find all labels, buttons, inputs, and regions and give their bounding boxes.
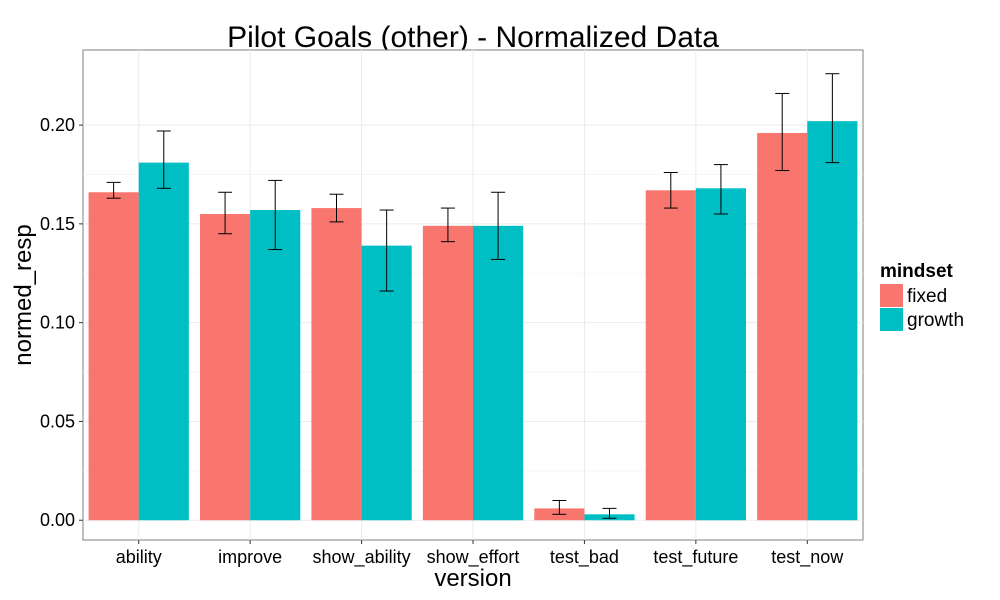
x-tick-label-improve: improve [218,547,282,567]
bar-fixed-show_effort [422,225,473,521]
x-tick-label-test_bad: test_bad [550,547,619,568]
legend-key-fixed [880,284,903,307]
legend-key-growth [880,308,903,331]
bar-fixed-test_future [645,190,696,521]
bar-fixed-test_now [757,132,808,521]
x-tick-label-show_effort: show_effort [427,547,520,568]
bar-growth-improve [250,210,301,521]
legend-title: mindset [880,261,954,282]
y-tick-label: 0.10 [40,313,75,333]
y-tick-label: 0.00 [40,510,75,530]
x-tick-label-test_future: test_future [653,547,738,568]
x-axis: ability improve show_ability show_effort tes… [116,540,844,568]
bar-growth-show_effort [473,225,524,521]
legend-label-fixed: fixed [907,286,947,307]
x-tick-label-show_ability: show_ability [313,547,411,568]
bar-growth-test_future [695,188,746,521]
bar-growth-test_now [807,121,858,521]
legend-label-growth: growth [907,310,964,331]
x-tick-label-ability: ability [116,547,162,567]
y-axis-title: normed_resp [10,224,37,365]
bar-fixed-improve [200,213,251,521]
bars-layer [88,121,858,521]
y-tick-label: 0.15 [40,214,75,234]
x-axis-title: version [434,565,511,592]
bar-fixed-show_ability [311,208,362,521]
y-tick-label: 0.20 [40,115,75,135]
legend: mindset fixed growth [880,261,964,331]
bar-growth-ability [138,162,189,521]
bar-fixed-ability [88,192,139,521]
chart-title: Pilot Goals (other) - Normalized Data [227,21,719,54]
x-tick-label-test_now: test_now [771,547,844,568]
y-axis: 0.00 0.05 0.10 0.15 0.20 [40,115,83,530]
y-tick-label: 0.05 [40,411,75,431]
errors-layer [106,73,840,519]
